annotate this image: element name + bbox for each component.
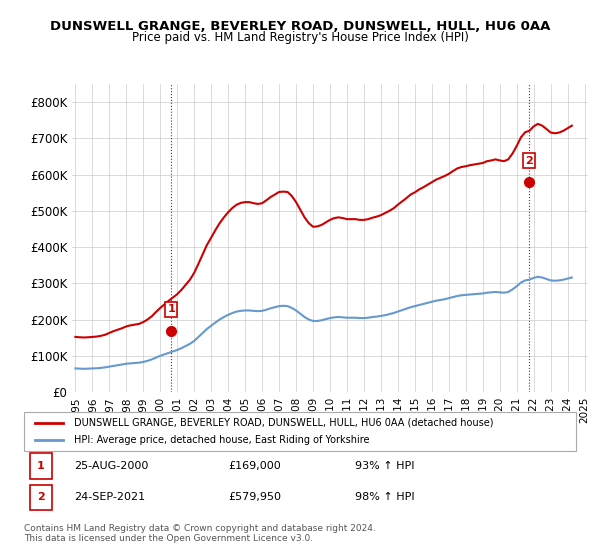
Text: Price paid vs. HM Land Registry's House Price Index (HPI): Price paid vs. HM Land Registry's House … bbox=[131, 31, 469, 44]
Text: HPI: Average price, detached house, East Riding of Yorkshire: HPI: Average price, detached house, East… bbox=[74, 435, 369, 445]
Text: 1: 1 bbox=[37, 461, 44, 471]
Text: 2: 2 bbox=[525, 156, 533, 166]
Text: £579,950: £579,950 bbox=[228, 492, 281, 502]
FancyBboxPatch shape bbox=[29, 484, 52, 510]
Text: £169,000: £169,000 bbox=[228, 461, 281, 471]
Text: 24-SEP-2021: 24-SEP-2021 bbox=[74, 492, 145, 502]
Text: 93% ↑ HPI: 93% ↑ HPI bbox=[355, 461, 415, 471]
Text: 25-AUG-2000: 25-AUG-2000 bbox=[74, 461, 148, 471]
Text: Contains HM Land Registry data © Crown copyright and database right 2024.
This d: Contains HM Land Registry data © Crown c… bbox=[24, 524, 376, 543]
FancyBboxPatch shape bbox=[24, 412, 576, 451]
Text: DUNSWELL GRANGE, BEVERLEY ROAD, DUNSWELL, HULL, HU6 0AA: DUNSWELL GRANGE, BEVERLEY ROAD, DUNSWELL… bbox=[50, 20, 550, 32]
Text: 1: 1 bbox=[167, 305, 175, 315]
FancyBboxPatch shape bbox=[29, 454, 52, 478]
Text: DUNSWELL GRANGE, BEVERLEY ROAD, DUNSWELL, HULL, HU6 0AA (detached house): DUNSWELL GRANGE, BEVERLEY ROAD, DUNSWELL… bbox=[74, 418, 493, 428]
Text: 2: 2 bbox=[37, 492, 44, 502]
Text: 98% ↑ HPI: 98% ↑ HPI bbox=[355, 492, 415, 502]
